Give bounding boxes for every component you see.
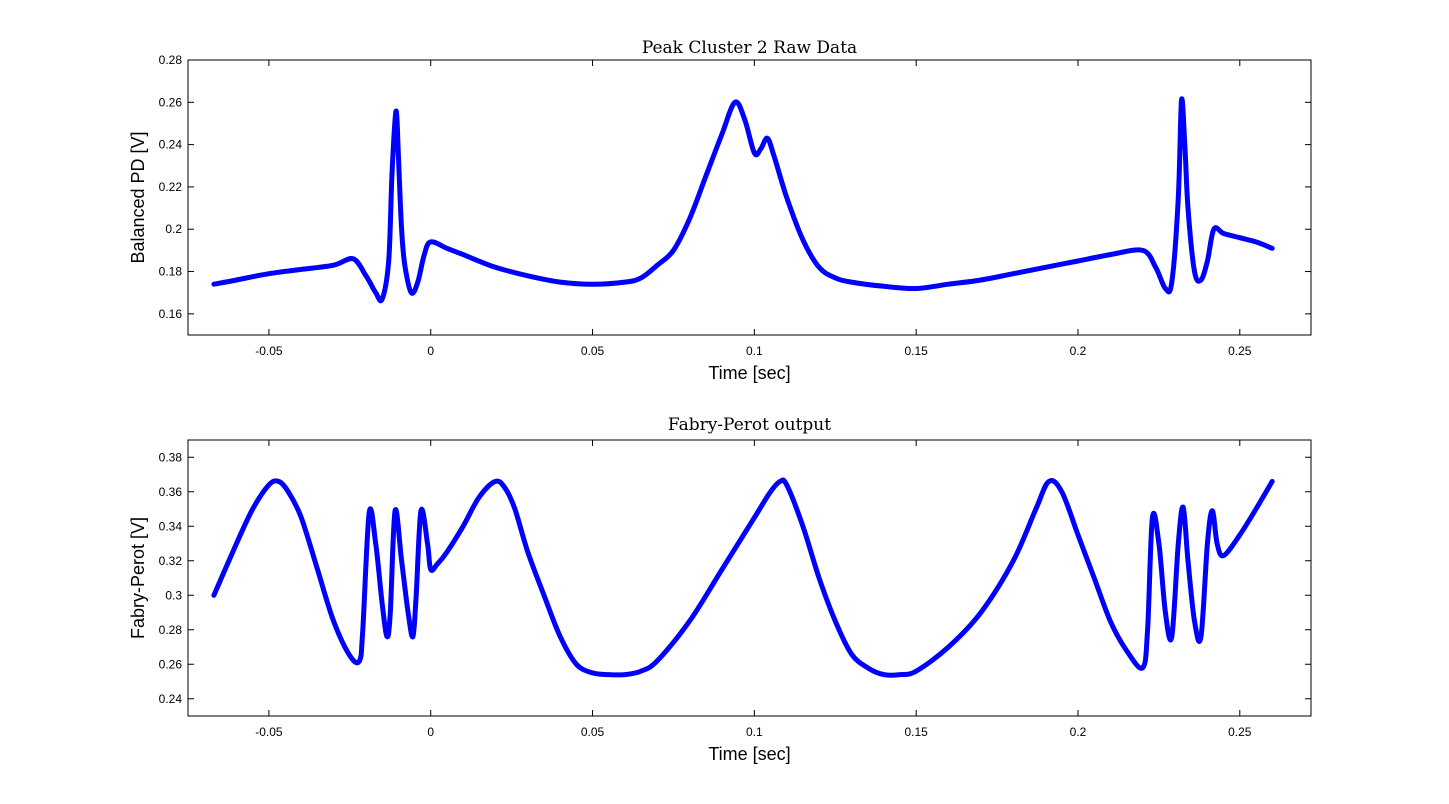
plot-frame: [187, 439, 1312, 717]
y-tick-label: 0.18: [159, 265, 183, 279]
x-tick-label: 0.05: [581, 725, 605, 739]
x-tick-label: 0.25: [1228, 344, 1252, 358]
y-tick-label: 0.32: [159, 554, 183, 568]
x-tick-label: 0.2: [1070, 725, 1087, 739]
plot-frame: [187, 59, 1312, 336]
y-tick-label: 0.24: [159, 138, 183, 152]
y-tick-label: 0.28: [159, 53, 183, 67]
axis-ticks: -0.05 0 0.05 0.1 0.15 0.2 0.25 0.24 0.26 0.28 0.3 0…: [159, 440, 1311, 739]
y-tick-label: 0.26: [159, 95, 183, 109]
chart-peak-cluster: Peak Cluster 2 Raw Data -0.05 0 0.05 0.1 0.1…: [128, 38, 1312, 383]
chart-fabry-perot: Fabry-Perot output -0.05 0 0.05 0.1 0.15 0.2 0…: [128, 415, 1312, 764]
y-tick-label: 0.26: [159, 657, 183, 671]
chart-title: Peak Cluster 2 Raw Data: [642, 38, 857, 58]
x-tick-label: 0: [427, 725, 434, 739]
y-tick-label: 0.38: [159, 450, 183, 464]
x-tick-label: 0.1: [746, 725, 763, 739]
y-tick-label: 0.22: [159, 180, 183, 194]
x-tick-label: -0.05: [255, 344, 283, 358]
y-tick-label: 0.36: [159, 485, 183, 499]
y-tick-label: 0.24: [159, 692, 183, 706]
series-trace: [211, 477, 1275, 678]
x-axis-label: Time [sec]: [708, 744, 790, 764]
x-tick-label: 0.2: [1070, 344, 1087, 358]
x-tick-label: 0.1: [746, 344, 763, 358]
x-tick-label: 0.15: [904, 344, 928, 358]
x-axis-label: Time [sec]: [708, 363, 790, 383]
x-tick-label: 0.25: [1228, 725, 1252, 739]
y-tick-label: 0.16: [159, 307, 183, 321]
y-tick-label: 0.3: [165, 588, 182, 602]
y-tick-label: 0.34: [159, 519, 183, 533]
y-axis-label: Fabry-Perot [V]: [128, 517, 148, 639]
y-tick-label: 0.28: [159, 623, 183, 637]
x-tick-label: 0.15: [904, 725, 928, 739]
x-tick-label: 0.05: [581, 344, 605, 358]
x-tick-label: 0: [427, 344, 434, 358]
series-trace: [211, 96, 1275, 304]
chart-title: Fabry-Perot output: [668, 415, 831, 435]
y-tick-label: 0.2: [165, 222, 182, 236]
y-axis-label: Balanced PD [V]: [128, 131, 148, 263]
x-tick-label: -0.05: [255, 725, 283, 739]
axis-ticks: -0.05 0 0.05 0.1 0.15 0.2 0.25 0.16 0.18 0.2 0.22 0…: [159, 53, 1311, 358]
